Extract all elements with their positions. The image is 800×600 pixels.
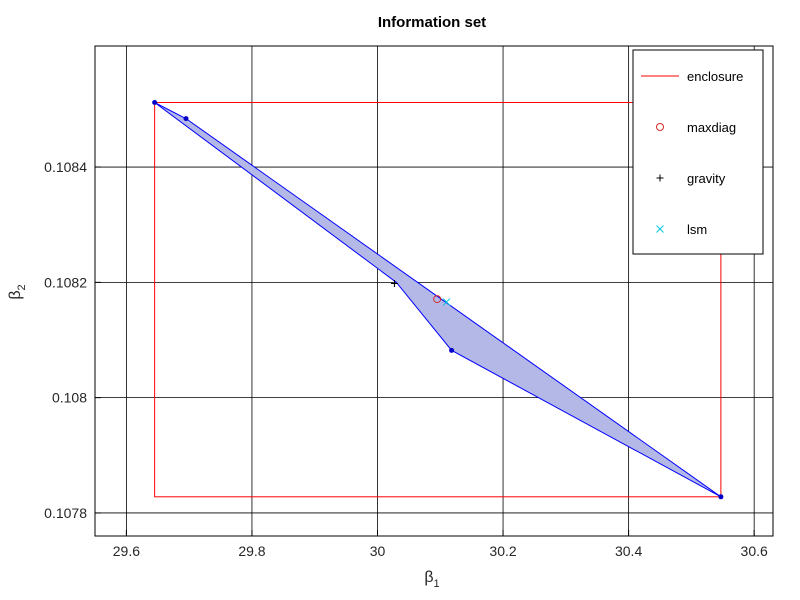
series-group bbox=[390, 280, 451, 306]
polygon-vertex-point bbox=[183, 116, 189, 122]
legend-label: gravity bbox=[687, 171, 726, 186]
maxdiag-point bbox=[433, 295, 442, 304]
x-tick-label: 29.8 bbox=[238, 543, 265, 559]
y-tick-label: 0.1082 bbox=[44, 274, 87, 290]
legend-item-gravity: gravity bbox=[656, 171, 726, 186]
y-tick-label: 0.1084 bbox=[44, 159, 87, 175]
legend-item-maxdiag: maxdiag bbox=[656, 120, 736, 135]
legend-label: lsm bbox=[687, 222, 707, 237]
y-tick-label: 0.108 bbox=[52, 390, 87, 406]
polygon-vertex-point bbox=[152, 99, 158, 105]
x-axis-label: β1 bbox=[424, 569, 439, 590]
polygon-vertex-point bbox=[718, 494, 724, 500]
x-tick-label: 30.6 bbox=[741, 543, 768, 559]
legend-item-enclosure: enclosure bbox=[641, 69, 743, 84]
plot-frame bbox=[94, 45, 774, 537]
lsm-point bbox=[442, 298, 451, 306]
x-tick-label: 30 bbox=[370, 543, 386, 559]
information-set-polygon-group bbox=[152, 99, 724, 500]
y-axis-ticks: 0.1078 0.108 0.1082 0.1084 bbox=[44, 159, 101, 521]
x-tick-label: 30.4 bbox=[615, 543, 642, 559]
legend-item-lsm: lsm bbox=[656, 222, 707, 237]
x-tick-label: 29.6 bbox=[113, 543, 140, 559]
legend-label: maxdiag bbox=[687, 120, 736, 135]
legend-swatch bbox=[656, 225, 664, 233]
enclosure-rect bbox=[154, 101, 722, 498]
legend: enclosure maxdiag gravity lsm bbox=[632, 49, 764, 255]
polygon-vertex-point bbox=[449, 347, 455, 353]
y-tick-label: 0.1078 bbox=[44, 505, 87, 521]
legend-box bbox=[632, 49, 764, 255]
gravity-point bbox=[390, 280, 398, 288]
legend-swatch bbox=[656, 174, 664, 182]
y-axis-label: β2 bbox=[7, 284, 28, 299]
chart-title: Information set bbox=[378, 14, 486, 31]
legend-swatch bbox=[656, 123, 664, 131]
x-tick-label: 30.2 bbox=[489, 543, 516, 559]
information-set-polygon bbox=[154, 102, 722, 498]
legend-label: enclosure bbox=[687, 69, 743, 84]
enclosure-group bbox=[154, 101, 722, 498]
x-axis-ticks: 29.6 29.8 30 30.2 30.4 30.6 bbox=[113, 530, 768, 559]
